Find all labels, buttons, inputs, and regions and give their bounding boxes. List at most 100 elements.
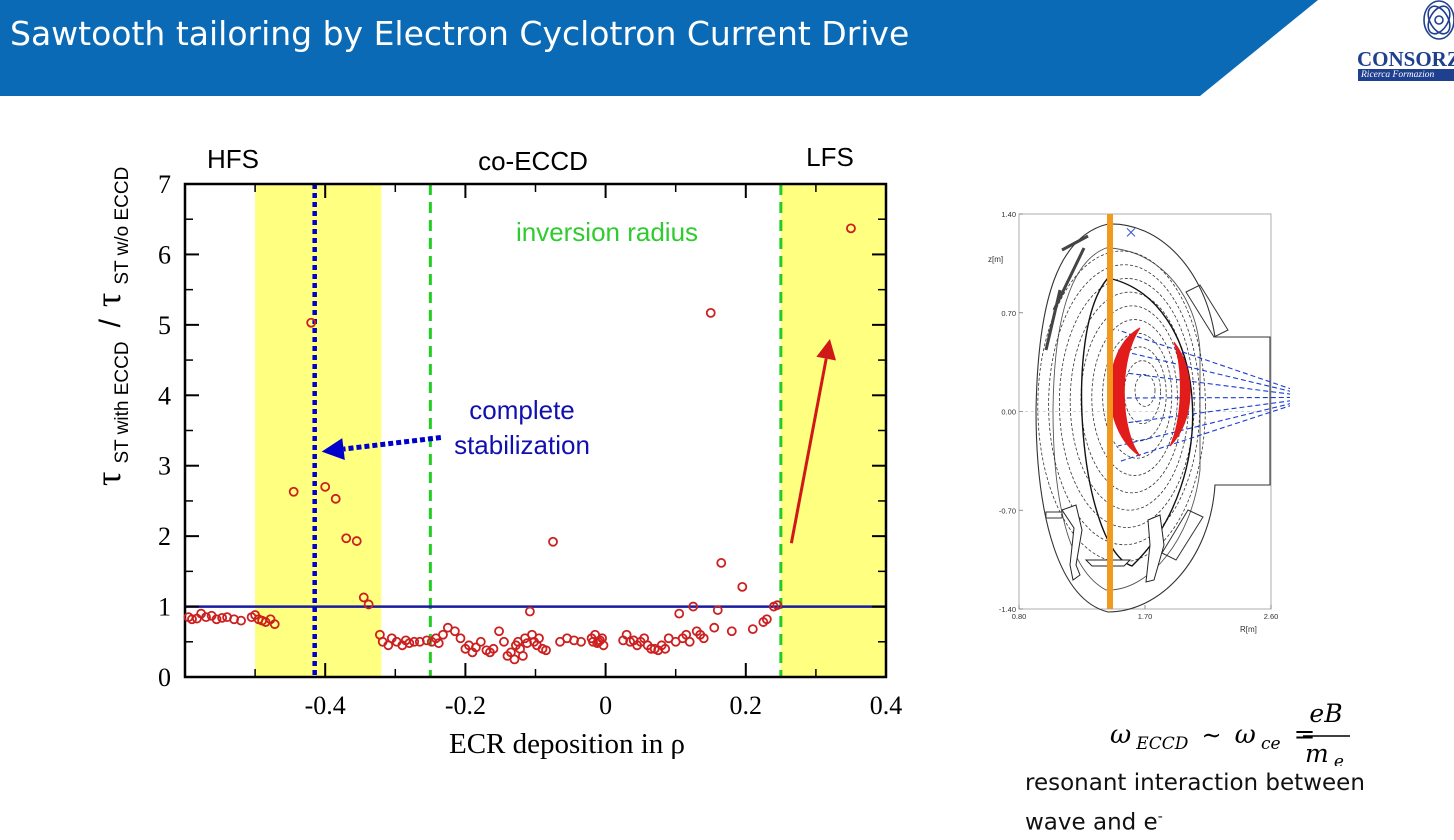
hfs-limiter-tiles	[1044, 234, 1089, 351]
data-point	[455, 633, 466, 644]
data-point	[269, 619, 280, 630]
data-point	[421, 635, 432, 646]
inversion-radius-lines	[428, 184, 783, 677]
cross-marker-stroke	[1126, 227, 1136, 237]
data-point	[716, 558, 727, 568]
resonance-crescents	[1109, 327, 1191, 457]
header-banner	[0, 0, 1318, 96]
axis-ticks: 0 1 2 3 4 5 6 7 -0.4 -0.2 0 0.2 0.4	[158, 170, 902, 720]
data-point	[509, 654, 520, 665]
data-point	[217, 612, 228, 623]
data-point	[684, 636, 695, 647]
data-point	[709, 622, 720, 633]
slide-header	[0, 0, 1318, 96]
y-tick-label: 3	[158, 452, 171, 481]
separatrix	[1080, 277, 1194, 567]
resonance-crescent-lfs	[1169, 341, 1191, 447]
svg-text:ω ECCD ∼ ω ce: ω ECCD ∼ ω ce =	[1110, 720, 1315, 754]
data-point	[598, 640, 609, 651]
data-point	[499, 636, 509, 647]
svg-text:τ ST with ECCD /: τ ST with ECCD / τ ST w/o ECCD	[88, 167, 133, 486]
arrow-shaft	[789, 358, 828, 544]
y-label-tau-2: τ	[88, 293, 128, 307]
data-point	[705, 307, 716, 318]
eq-sub-ce: ce	[1261, 734, 1281, 754]
data-point	[524, 606, 535, 617]
eq-omega-1: ω	[1110, 720, 1131, 750]
region-label-hfs: HFS	[207, 144, 259, 174]
flux-surface	[1123, 360, 1162, 425]
svg-text:m e: m e	[1305, 739, 1344, 766]
ec-beam-ray	[1117, 405, 1290, 463]
data-points	[183, 223, 856, 665]
data-point	[747, 624, 758, 635]
logo-name: CONSORZ	[1357, 47, 1454, 71]
data-point	[351, 536, 362, 546]
data-point	[726, 626, 737, 637]
cross-section-x-label: R[m]	[1240, 625, 1257, 634]
data-point	[211, 614, 222, 625]
data-point	[494, 626, 504, 637]
caption-superscript: -	[1157, 809, 1163, 825]
data-point	[660, 643, 671, 654]
data-point	[363, 599, 374, 610]
x-tick-label: -0.4	[305, 691, 346, 720]
eq-sub-eccd: ECCD	[1135, 734, 1188, 754]
lfs-antenna-blocks	[1161, 284, 1229, 561]
eq-omega-2: ω	[1235, 720, 1256, 750]
cs-y-tick-label: 1.40	[1001, 210, 1016, 219]
divisor-structures	[1061, 504, 1165, 583]
cross-marker-icon	[1126, 227, 1136, 237]
y-tick-label: 6	[158, 240, 171, 269]
data-point	[592, 638, 603, 649]
data-point	[517, 650, 528, 661]
cs-x-tick-label: 1.70	[1138, 612, 1153, 621]
lfs-arrow	[789, 338, 837, 544]
annotation-complete: complete	[469, 395, 575, 425]
flux-surface	[1059, 278, 1195, 528]
data-point	[288, 486, 299, 497]
flux-surface	[1134, 373, 1156, 407]
ec-beam-ray	[1117, 349, 1290, 392]
cs-y-tick-label: 0.70	[1001, 309, 1016, 318]
ec-beam-lines	[1117, 329, 1290, 463]
ec-beam-ray	[1117, 396, 1290, 399]
data-point	[358, 592, 369, 603]
data-point	[846, 223, 856, 234]
flux-surface	[1048, 264, 1201, 546]
y-tick-label: 1	[158, 593, 171, 622]
hfs-port	[1045, 511, 1063, 519]
region-band-hfs	[255, 184, 382, 677]
arrow-head	[321, 438, 345, 460]
data-point	[674, 608, 685, 619]
data-point	[201, 612, 211, 623]
data-point	[772, 600, 783, 611]
data-point	[433, 638, 444, 649]
y-tick-label: 2	[158, 522, 171, 551]
cs-y-tick-label: 0.00	[1001, 408, 1016, 417]
flux-surface	[1102, 332, 1173, 459]
data-point	[438, 629, 448, 640]
y-tick-label: 7	[158, 170, 171, 199]
ec-beam-ray	[1117, 371, 1290, 395]
cs-y-tick-label: -1.40	[999, 605, 1016, 614]
logo-subtitle: Ricerca Formazion	[1358, 69, 1454, 81]
data-point	[534, 633, 544, 644]
x-tick-label: -0.2	[445, 691, 486, 720]
data-point	[409, 636, 420, 647]
data-point	[260, 617, 271, 627]
y-axis-label: τ ST with ECCD / τ ST w/o ECCD	[88, 167, 133, 486]
cs-y-tick-label: -0.70	[999, 506, 1016, 515]
resonance-caption: resonant interaction between wave and e-	[1025, 766, 1445, 840]
region-band-lfs	[780, 184, 886, 677]
region-label-co-eccd: co-ECCD	[478, 146, 588, 176]
arrow-shaft	[343, 435, 442, 452]
data-point	[488, 643, 499, 654]
resonance-crescent-hfs	[1109, 327, 1141, 457]
data-point	[761, 614, 772, 625]
data-point	[449, 626, 460, 637]
annotation-inversion-radius: inversion radius	[516, 217, 698, 247]
logo-swirl-icon	[1423, 0, 1454, 40]
cross-section-ticks: -1.40 -0.70 0.00 0.70 1.40 0.80 1.70 2.60	[999, 210, 1278, 621]
annotation-stabilization: stabilization	[454, 430, 590, 460]
